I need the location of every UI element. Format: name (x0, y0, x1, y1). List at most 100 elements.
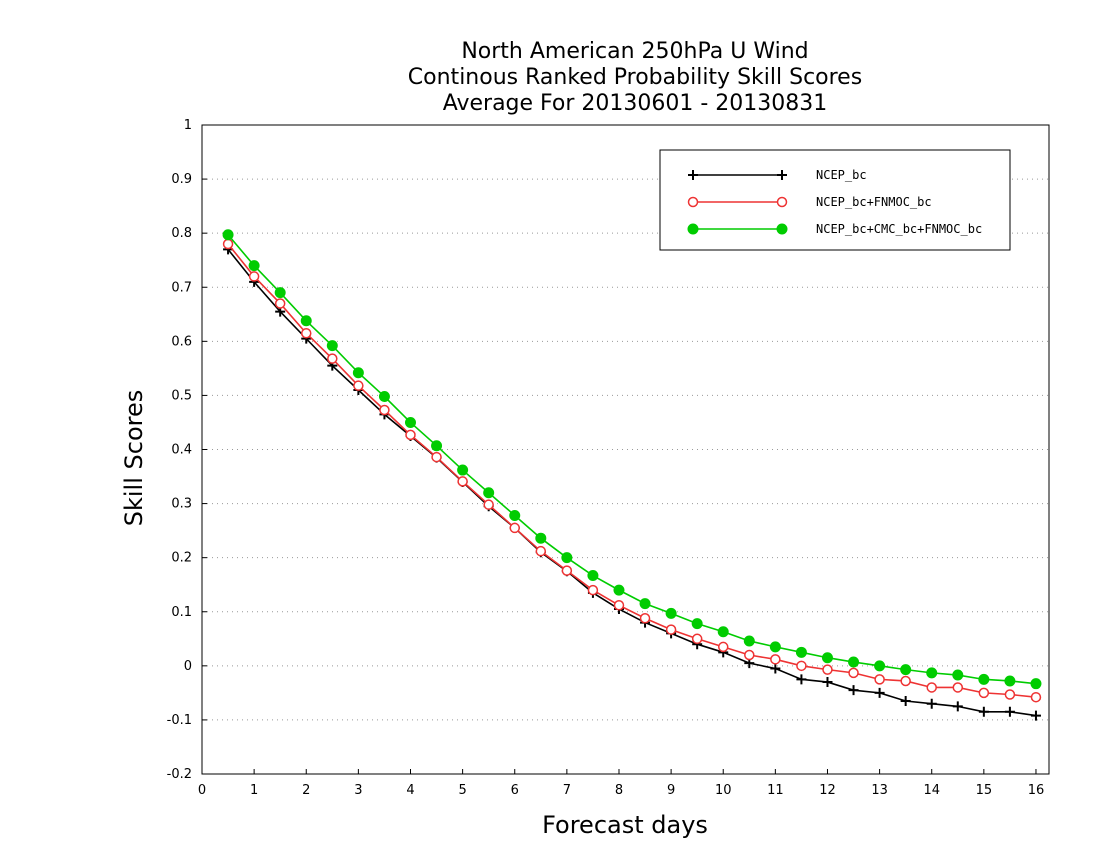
series-point (874, 687, 885, 698)
series-point (1004, 706, 1015, 717)
x-axis-label: Forecast days (542, 811, 708, 839)
series-point (352, 367, 364, 379)
x-tick-label: 4 (406, 783, 414, 798)
series-point (900, 675, 911, 687)
series-point (379, 404, 390, 416)
x-tick-label: 15 (976, 783, 993, 798)
series-point (796, 660, 807, 672)
series-point (952, 669, 964, 681)
y-tick-label: 0.4 (171, 443, 192, 458)
series-point (770, 654, 781, 665)
series-point (796, 674, 807, 685)
chart-title-line: Continous Ranked Probability Skill Score… (408, 65, 862, 90)
legend-label: NCEP_bc+CMC_bc+FNMOC_bc (816, 222, 982, 236)
series-point (978, 673, 990, 685)
series-point (561, 565, 573, 576)
series-NCEP_bc (223, 244, 1041, 721)
series-point (687, 196, 699, 208)
y-tick-label: 0.5 (171, 388, 192, 403)
series-point (770, 663, 781, 674)
series-point (535, 532, 547, 544)
series-point (613, 600, 625, 611)
legend-entry: NCEP_bc (688, 168, 867, 182)
y-axis-label: Skill Scores (120, 390, 148, 527)
series-point (848, 667, 859, 679)
series-point (405, 429, 416, 441)
series-point (613, 584, 625, 596)
series-point (483, 499, 494, 510)
series-point (900, 664, 912, 676)
series-point (587, 584, 599, 596)
series-point (717, 641, 729, 653)
x-tick-label: 10 (715, 783, 732, 798)
series-point (326, 340, 338, 352)
series-point (353, 380, 364, 391)
y-tick-label: 0.9 (171, 172, 192, 187)
series-point (848, 656, 860, 668)
series-point (874, 660, 886, 672)
series-point (978, 687, 990, 699)
y-tick-label: 0.3 (171, 497, 192, 512)
series-point (639, 598, 651, 610)
series-point (378, 390, 390, 402)
series-point (978, 706, 989, 717)
series-point (1030, 678, 1042, 690)
series-point (535, 545, 547, 557)
series-point (688, 170, 698, 180)
x-tick-label: 6 (511, 783, 519, 798)
series-point (665, 624, 677, 635)
series-point (639, 612, 651, 624)
series-point (404, 416, 416, 428)
series-point (431, 440, 443, 452)
series-point (776, 223, 788, 235)
series-NCEP_bc+FNMOC_bc (222, 238, 1042, 703)
series-point (777, 170, 787, 180)
legend-entry: NCEP_bc+FNMOC_bc (687, 195, 932, 209)
x-tick-label: 3 (354, 783, 362, 798)
series-point (744, 649, 755, 661)
x-tick-label: 16 (1028, 783, 1045, 798)
y-tick-label: 0.8 (171, 226, 192, 241)
series-point (509, 509, 521, 521)
x-tick-label: 13 (871, 783, 888, 798)
series-point (874, 674, 885, 685)
series-point (795, 646, 807, 658)
series-point (457, 476, 468, 487)
series-point (926, 682, 937, 693)
legend: NCEP_bc NCEP_bc+FNMOC_bc NCEP_bc+CMC_bc+FN… (659, 149, 1011, 251)
series (222, 229, 1042, 721)
series-point (483, 487, 495, 499)
series-point (822, 677, 833, 688)
x-axis: 0 1 2 3 4 5 6 7 8 9 10 11 12 13 14 15 16 (198, 769, 1044, 798)
series-point (222, 229, 234, 241)
series-point (821, 652, 833, 664)
series-point (665, 607, 677, 619)
series-line (227, 243, 1037, 698)
y-tick-label: 0.1 (171, 605, 192, 620)
x-tick-label: 0 (198, 783, 206, 798)
gridlines (202, 178, 1049, 721)
series-point (848, 685, 859, 696)
x-tick-label: 7 (563, 783, 571, 798)
y-tick-label: 0.7 (171, 280, 192, 295)
x-tick-label: 2 (302, 783, 310, 798)
series-point (274, 298, 286, 309)
series-point (300, 327, 312, 339)
x-tick-label: 11 (767, 783, 784, 798)
y-tick-label: 0.6 (171, 334, 192, 349)
x-tick-label: 5 (458, 783, 466, 798)
x-tick-label: 12 (819, 783, 836, 798)
series-point (900, 695, 911, 706)
series-point (1004, 689, 1016, 700)
legend-entry: NCEP_bc+CMC_bc+FNMOC_bc (687, 222, 982, 236)
series-NCEP_bc+CMC_bc+FNMOC_bc (222, 229, 1042, 690)
series-point (561, 552, 573, 564)
series-point (327, 353, 338, 364)
series-point (769, 641, 781, 653)
legend-label: NCEP_bc (816, 168, 867, 182)
series-point (1030, 691, 1042, 703)
y-tick-label: -0.2 (167, 767, 192, 782)
y-tick-label: 0 (184, 659, 192, 674)
chart-title-line: North American 250hPa U Wind (461, 39, 808, 64)
x-tick-label: 8 (615, 783, 623, 798)
